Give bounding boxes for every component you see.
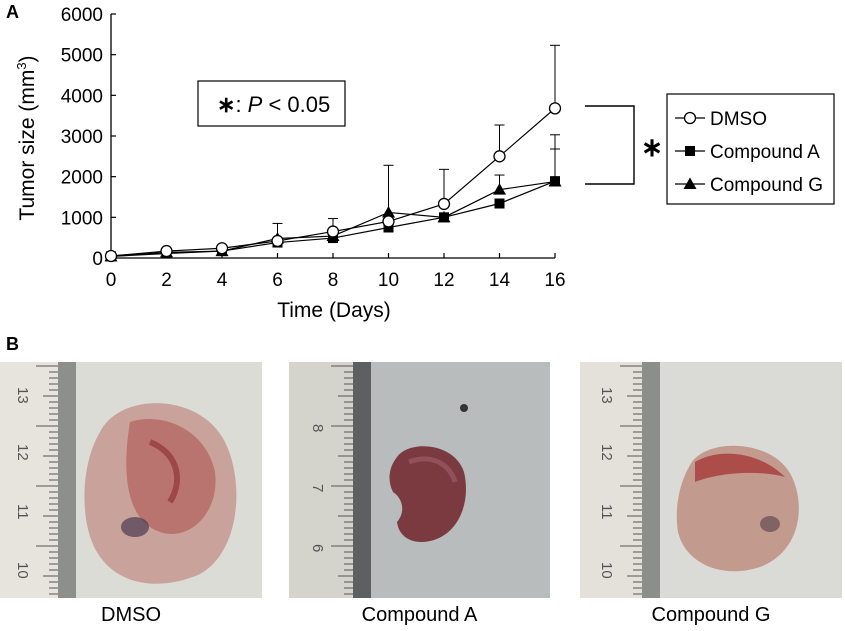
ruler-label: 13 [14, 387, 31, 404]
compound-g-point [493, 183, 506, 195]
dmso-point [271, 234, 284, 248]
x-tick-label: 0 [106, 270, 117, 291]
ruler-label: 12 [598, 444, 615, 461]
x-tick-label: 4 [217, 270, 228, 291]
ruler-label: 13 [598, 387, 615, 404]
dmso-point [493, 150, 506, 163]
significance-annotation-box: ∗: P < 0.05 [197, 80, 346, 127]
x-tick-label: 16 [544, 270, 565, 291]
x-tick-label: 2 [161, 270, 172, 291]
dmso-point [437, 197, 451, 211]
compound-g-point [548, 175, 562, 187]
dmso-point [548, 102, 562, 115]
dmso-tumor-photo: 13 12 11 10 [0, 362, 262, 598]
dmso-point [326, 225, 340, 238]
annotation-text: ∗: P < 0.05 [217, 92, 330, 117]
ruler-label: 12 [14, 444, 31, 461]
compound-g-tumor-photo: 13 12 11 10 [580, 362, 842, 598]
x-tick-label: 12 [433, 270, 454, 291]
x-tick-label: 14 [489, 270, 511, 291]
x-tick-label: 10 [378, 270, 399, 291]
y-tick-label: 0 [92, 249, 103, 270]
x-axis-label: Time (Days) [277, 299, 391, 322]
y-tick-label: 3000 [61, 127, 103, 148]
legend: DMSO Compound A Compound G [666, 93, 835, 205]
x-tick-label: 6 [272, 270, 283, 291]
legend-dmso-label: DMSO [710, 109, 767, 130]
compound-a-point [494, 198, 505, 209]
photo-compound-a: 8 7 6 [289, 362, 550, 598]
dmso-point [215, 242, 229, 255]
dmso-point [160, 244, 173, 258]
legend-compound-a-marker [685, 146, 695, 156]
y-tick-label: 4000 [61, 86, 103, 107]
ruler-label: 6 [309, 544, 326, 552]
ruler-label: 7 [309, 484, 326, 492]
compound-a-tumor-photo: 8 7 6 [289, 362, 550, 598]
tumor-size-chart: 0 1000 2000 3000 4000 5000 6000 0 2 4 6 8 10 12 14 16 T… [14, 5, 835, 322]
legend-compound-a-label: Compound A [710, 142, 820, 163]
significance-bracket: ∗ [585, 105, 663, 185]
caption-compound-a: Compound A [361, 604, 478, 626]
compound-g-point [382, 205, 395, 218]
dmso-point [104, 249, 118, 263]
ruler-label: 11 [14, 504, 31, 520]
ruler-label: 10 [14, 562, 31, 579]
y-tick-label: 2000 [61, 168, 103, 189]
panel-b-label: B [6, 334, 19, 354]
photo-compound-g: 13 12 11 10 [580, 362, 842, 598]
photo-dmso: 13 12 11 10 [0, 362, 262, 598]
legend-compound-g-marker [683, 177, 697, 189]
legend-compound-g-label: Compound G [710, 175, 823, 196]
y-tick-label: 6000 [61, 5, 103, 26]
ruler-label: 10 [598, 562, 615, 579]
panel-a-label: A [6, 2, 19, 22]
x-tick-label: 8 [328, 270, 339, 291]
y-axis-label: Tumor size (mm3) [14, 55, 39, 220]
caption-dmso: DMSO [101, 604, 161, 626]
legend-dmso-marker [683, 111, 697, 125]
caption-compound-g: Compound G [651, 604, 771, 626]
ruler-label: 11 [598, 504, 615, 520]
bracket-star: ∗ [641, 132, 663, 162]
dmso-point [382, 215, 395, 228]
y-tick-label: 1000 [61, 208, 103, 229]
ruler-label: 8 [309, 424, 326, 432]
y-tick-label: 5000 [61, 46, 103, 67]
compound-g-point [437, 210, 451, 223]
